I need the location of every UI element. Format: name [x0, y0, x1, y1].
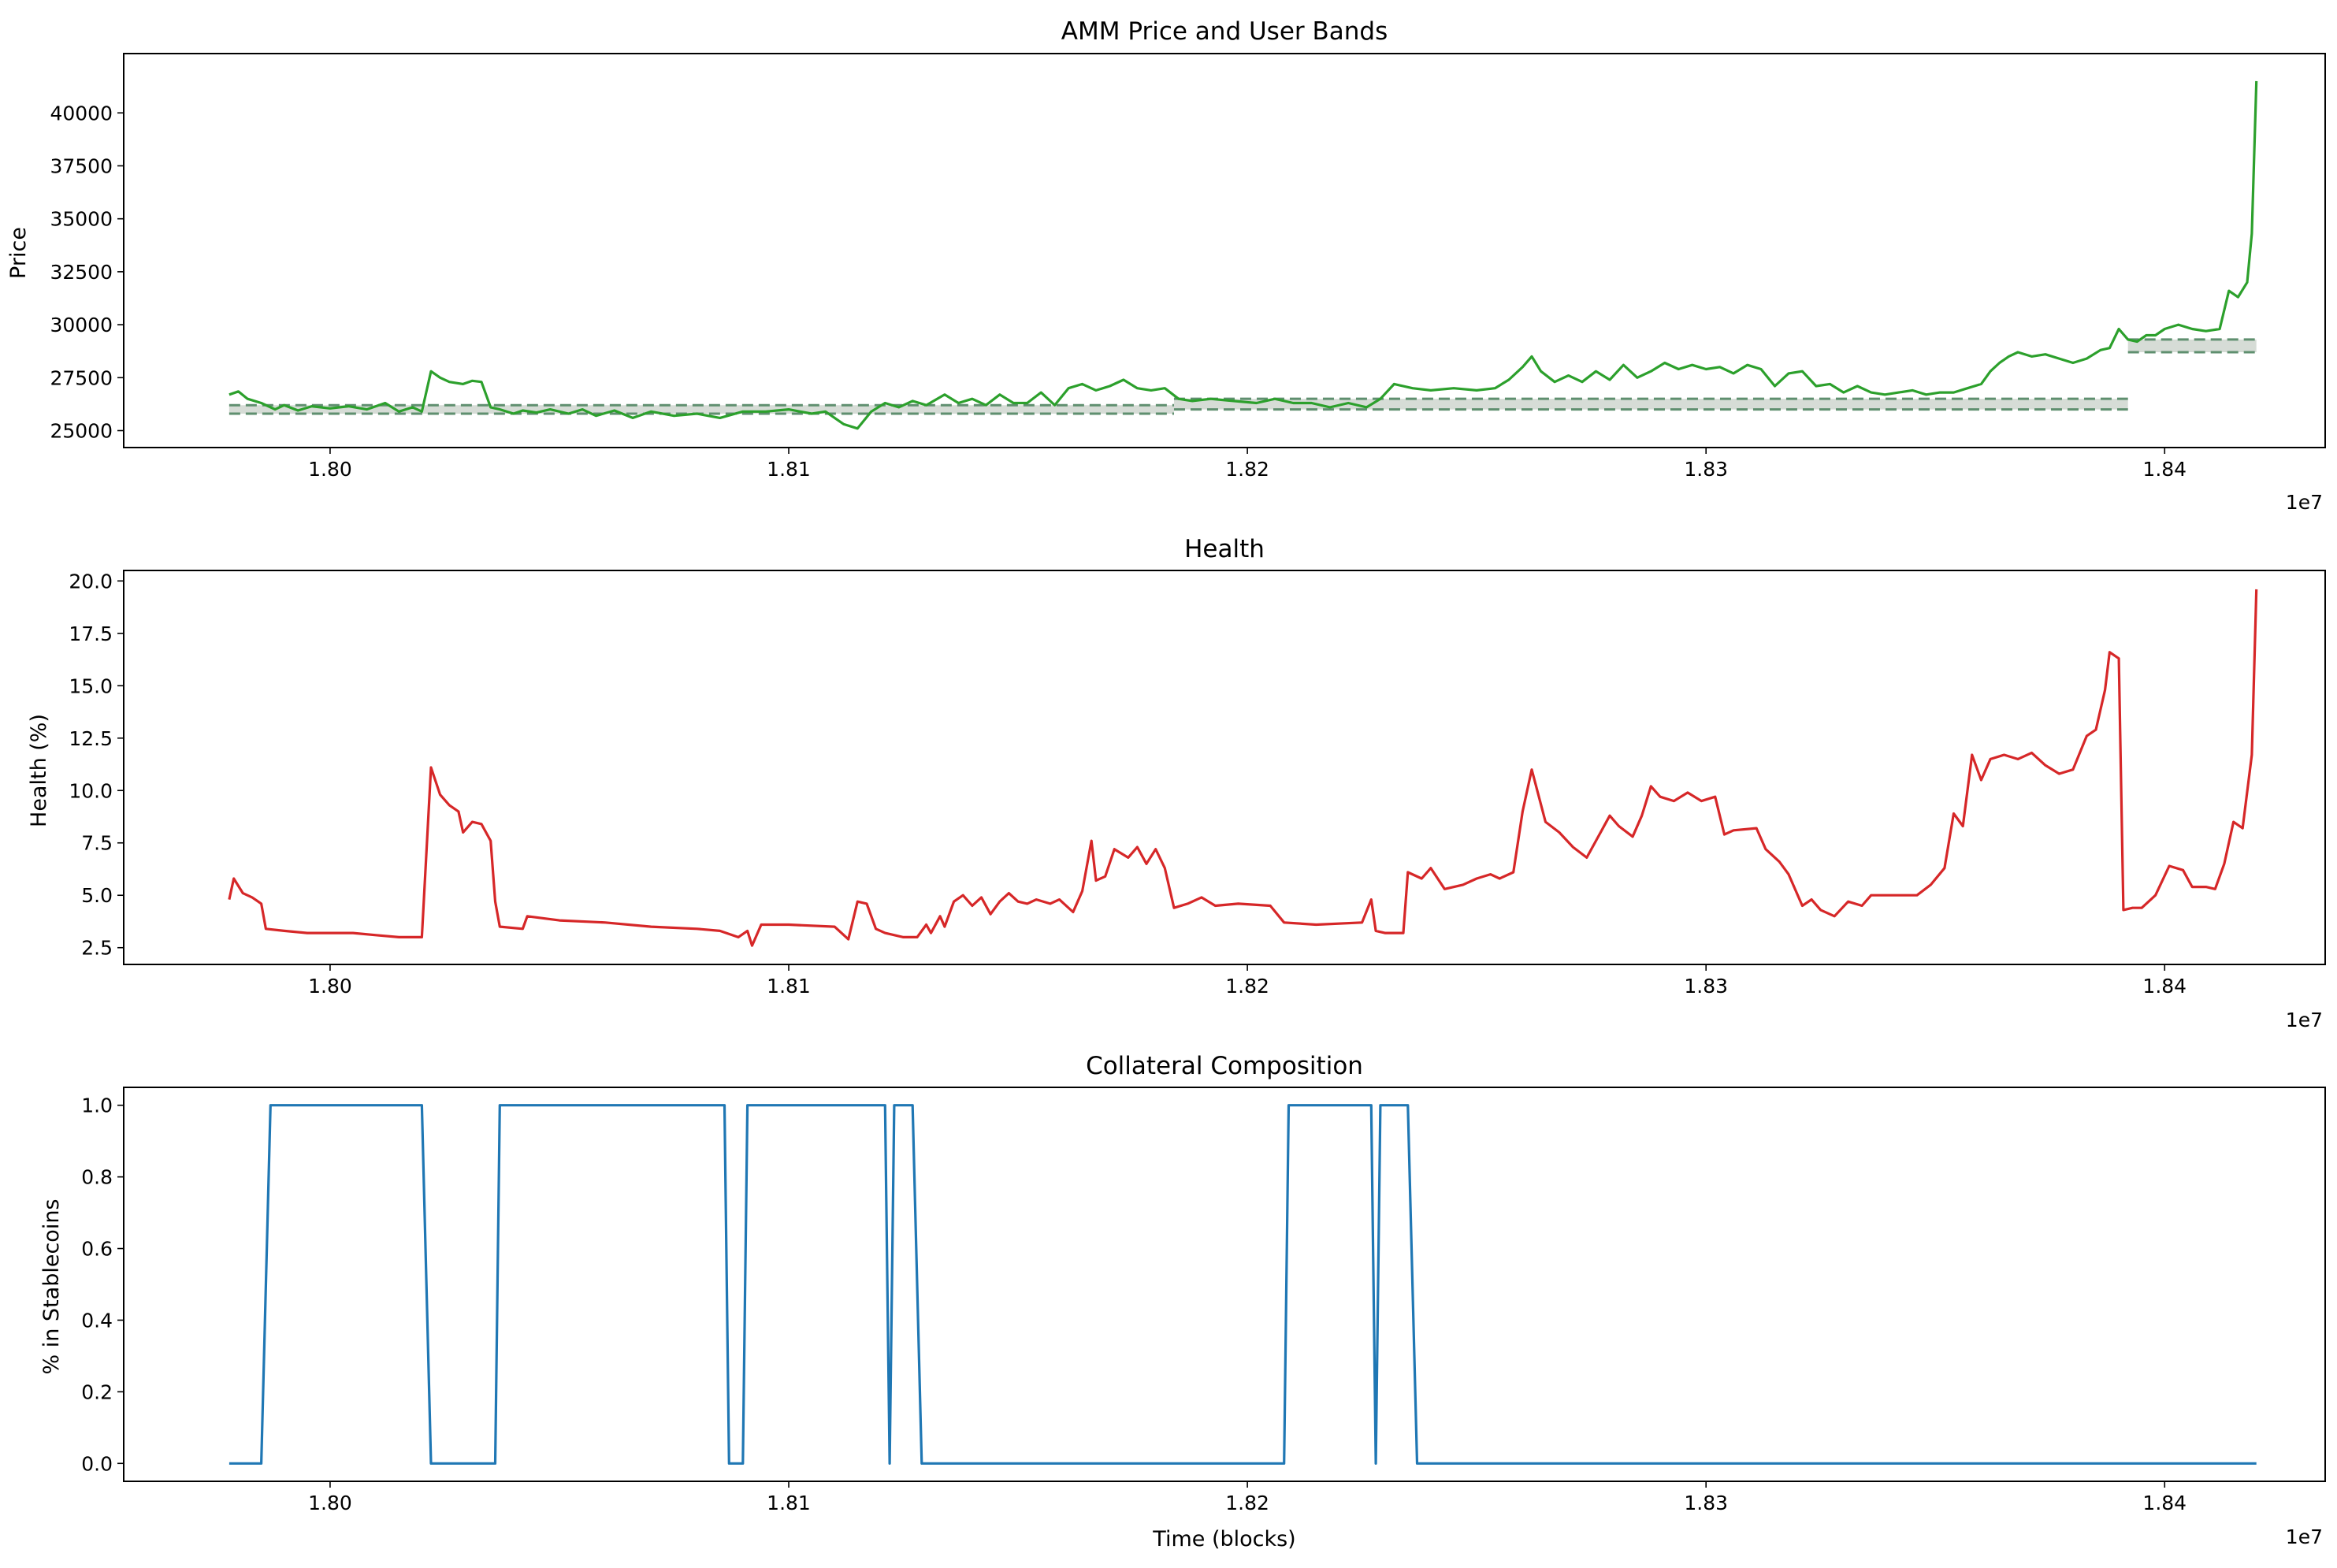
- user-band: [1173, 399, 2128, 410]
- health-y-tick-label: 7.5: [81, 832, 113, 855]
- collateral-y-tick-label: 0.8: [81, 1166, 113, 1189]
- price-panel: AMM Price and User Bands Price 1e7 1.80 1…: [6, 17, 2326, 514]
- price-y-tick-label: 27500: [50, 366, 113, 389]
- price-x-tick-label: 1.83: [1684, 458, 1728, 481]
- health-plot-frame: [123, 570, 2326, 965]
- price-y-tick-label: 25000: [50, 419, 113, 442]
- collateral-y-tick-label: 0.6: [81, 1238, 113, 1261]
- user-band: [228, 405, 1174, 414]
- price-y-axis-label: Price: [6, 227, 31, 279]
- health-y-axis-label: Health (%): [27, 714, 51, 827]
- health-x-tick-label: 1.81: [767, 975, 811, 998]
- health-chart-title: Health: [1184, 535, 1265, 563]
- price-y-tick-label: 40000: [50, 102, 113, 124]
- price-ticks: 1.80 1.81 1.82 1.83 1.84 25000 27500 30000 32500…: [50, 102, 2187, 481]
- price-x-tick-label: 1.82: [1225, 458, 1269, 481]
- price-series-line: [228, 80, 2258, 430]
- health-panel: Health Health (%) 1e7 1.80 1.81 1.82 1.83 1.…: [27, 535, 2326, 1031]
- price-lines: [228, 80, 2258, 430]
- collateral-y-axis-label: % in Stablecoins: [39, 1198, 64, 1374]
- collateral-panel: Collateral Composition % in Stablecoins …: [39, 1052, 2326, 1551]
- collateral-x-tick-label: 1.82: [1225, 1492, 1269, 1514]
- health-y-tick-label: 2.5: [81, 937, 113, 960]
- collateral-ticks: 1.80 1.81 1.82 1.83 1.84 0.0 0.2 0.4 0.6 0.8 1.0: [81, 1094, 2187, 1514]
- collateral-x-tick-label: 1.84: [2142, 1492, 2187, 1514]
- collateral-chart-title: Collateral Composition: [1086, 1052, 1363, 1080]
- collateral-plot-frame: [123, 1087, 2326, 1482]
- price-y-tick-label: 37500: [50, 154, 113, 177]
- health-y-tick-label: 12.5: [69, 727, 113, 750]
- health-y-tick-label: 17.5: [69, 622, 113, 645]
- price-y-tick-label: 30000: [50, 314, 113, 336]
- health-x-tick-label: 1.80: [308, 975, 352, 998]
- health-x-tick-label: 1.82: [1225, 975, 1269, 998]
- collateral-y-tick-label: 0.4: [81, 1309, 113, 1332]
- health-x-tick-label: 1.83: [1684, 975, 1728, 998]
- collateral-y-tick-label: 1.0: [81, 1094, 113, 1117]
- collateral-series-line: [228, 1104, 2257, 1465]
- collateral-x-tick-label: 1.81: [767, 1492, 811, 1514]
- collateral-y-tick-label: 0.2: [81, 1380, 113, 1403]
- price-x-tick-label: 1.80: [308, 458, 352, 481]
- health-lines: [228, 589, 2258, 947]
- collateral-lines: [228, 1104, 2257, 1465]
- collateral-x-tick-label: 1.83: [1684, 1492, 1728, 1514]
- health-x-offset-label: 1e7: [2286, 1009, 2323, 1031]
- health-series-line: [228, 589, 2258, 947]
- collateral-x-tick-label: 1.80: [308, 1492, 352, 1514]
- price-y-tick-label: 32500: [50, 261, 113, 284]
- price-plot-frame: [123, 53, 2326, 448]
- health-y-tick-label: 20.0: [69, 570, 113, 593]
- price-x-tick-label: 1.84: [2142, 458, 2187, 481]
- price-x-tick-label: 1.81: [767, 458, 811, 481]
- price-y-tick-label: 35000: [50, 208, 113, 231]
- health-y-tick-label: 5.0: [81, 884, 113, 907]
- health-x-tick-label: 1.84: [2142, 975, 2187, 998]
- health-ticks: 1.80 1.81 1.82 1.83 1.84 2.5 5.0 7.5 10.0 12.5 15.…: [69, 570, 2187, 998]
- collateral-x-offset-label: 1e7: [2286, 1525, 2323, 1548]
- health-y-tick-label: 10.0: [69, 779, 113, 802]
- price-x-offset-label: 1e7: [2286, 491, 2323, 514]
- user-band: [2127, 339, 2257, 353]
- health-y-tick-label: 15.0: [69, 674, 113, 697]
- collateral-y-tick-label: 0.0: [81, 1452, 113, 1475]
- price-chart-title: AMM Price and User Bands: [1061, 17, 1388, 46]
- collateral-x-axis-label: Time (blocks): [1152, 1527, 1295, 1551]
